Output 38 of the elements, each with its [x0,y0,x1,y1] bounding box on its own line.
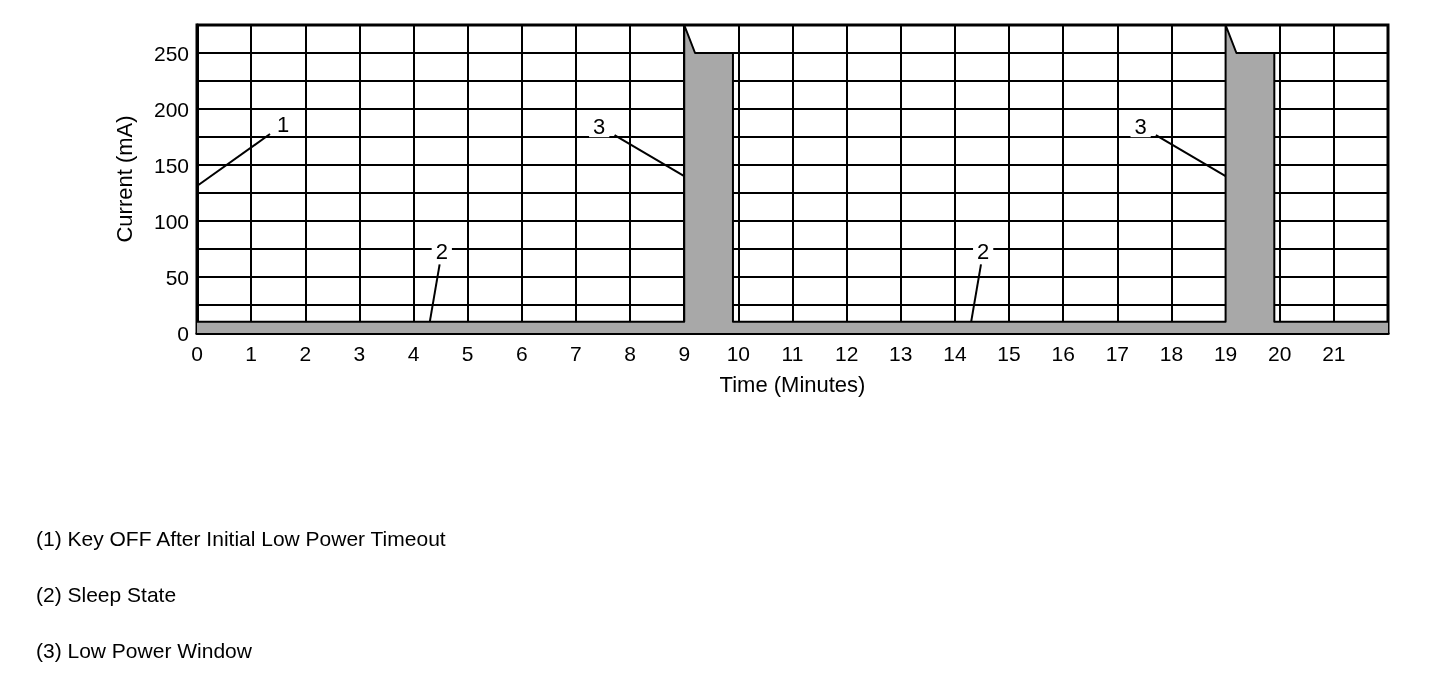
annotation: 1 [276,111,290,137]
text: (2) Sleep State [36,583,177,606]
x-tick-label: 0 [191,342,203,365]
x-tick-label: 15 [997,342,1021,365]
y-tick-label: 150 [153,153,189,177]
text: (3) Low Power Window [36,639,253,662]
x-tick-label: 7 [570,342,582,365]
y-tick-label: 100 [153,209,189,233]
y-tick-label: 50 [165,265,189,289]
x-axis-title: Time (Minutes) [719,371,866,397]
x-tick-label: 17 [1105,342,1129,365]
annotation: 3 [1134,113,1147,139]
x-tick-label: 5 [461,342,474,365]
y-tick-label: 250 [153,41,189,65]
x-tick-label: 10 [726,342,751,365]
x-tick-label: 16 [1051,342,1075,365]
x-tick-label: 4 [407,342,420,365]
x-tick-label: 18 [1159,342,1184,365]
x-tick-label: 13 [889,342,913,365]
x-tick-label: 9 [678,342,691,365]
y-tick-label: 0 [177,321,189,345]
x-tick-label: 12 [834,342,859,365]
x-tick-label: 14 [943,342,967,365]
x-tick-label: 21 [1322,342,1346,365]
annotation: 2 [977,239,990,265]
x-tick-label: 20 [1268,342,1292,365]
y-tick-label: 200 [153,97,189,121]
x-tick-label: 1 [245,342,257,365]
x-tick-label: 19 [1213,342,1238,365]
y-axis-title: Current (mA) [111,115,137,243]
annotation: 3 [593,113,606,139]
text: (1) Key OFF After Initial Low Power Timeout [36,527,446,550]
x-tick-label: 6 [515,342,528,365]
x-tick-label: 8 [624,342,636,365]
x-tick-label: 11 [781,342,804,365]
annotation: 2 [435,239,448,265]
x-tick-label: 3 [353,342,366,365]
x-tick-label: 2 [299,342,312,365]
